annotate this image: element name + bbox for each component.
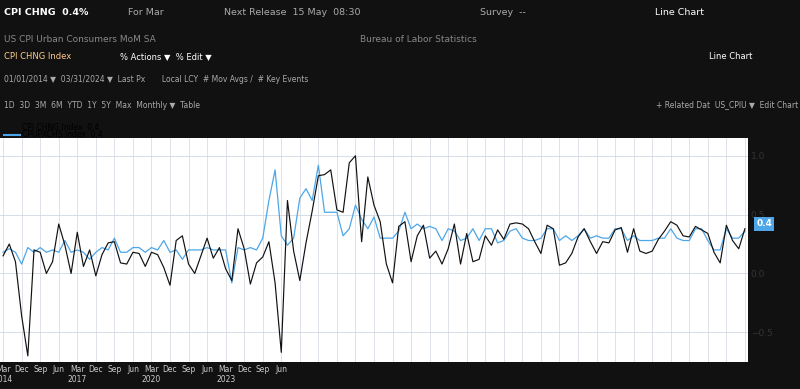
Text: Line Chart: Line Chart bbox=[655, 9, 704, 18]
Text: Bureau of Labor Statistics: Bureau of Labor Statistics bbox=[360, 35, 477, 44]
Text: 1D  3D  3M  6M  YTD  1Y  5Y  Max  Monthly ▼  Table: 1D 3D 3M 6M YTD 1Y 5Y Max Monthly ▼ Tabl… bbox=[4, 100, 200, 110]
Text: For Mar: For Mar bbox=[128, 9, 164, 18]
Text: Line Chart: Line Chart bbox=[709, 52, 752, 61]
Text: CPUPXCHS Index  0.4: CPUPXCHS Index 0.4 bbox=[22, 130, 103, 139]
Text: % Actions ▼  % Edit ▼: % Actions ▼ % Edit ▼ bbox=[120, 52, 212, 61]
Text: Next Release  15 May  08:30: Next Release 15 May 08:30 bbox=[224, 9, 361, 18]
Text: + Related Dat  US_CPIU ▼  Edit Chart  ⊕: + Related Dat US_CPIU ▼ Edit Chart ⊕ bbox=[656, 100, 800, 110]
Text: Survey  --: Survey -- bbox=[480, 9, 526, 18]
Text: US CPI Urban Consumers MoM SA: US CPI Urban Consumers MoM SA bbox=[4, 35, 156, 44]
Text: CPI CHNG  0.4%: CPI CHNG 0.4% bbox=[4, 9, 88, 18]
Text: 0.4: 0.4 bbox=[756, 219, 772, 228]
Text: 01/01/2014 ▼  03/31/2024 ▼  Last Px       Local LCY  # Mov Avgs /  # Key Events: 01/01/2014 ▼ 03/31/2024 ▼ Last Px Local … bbox=[4, 75, 308, 84]
Text: CPI CHNG Index  0.4: CPI CHNG Index 0.4 bbox=[22, 123, 100, 132]
Text: CPI CHNG Index: CPI CHNG Index bbox=[4, 52, 71, 61]
